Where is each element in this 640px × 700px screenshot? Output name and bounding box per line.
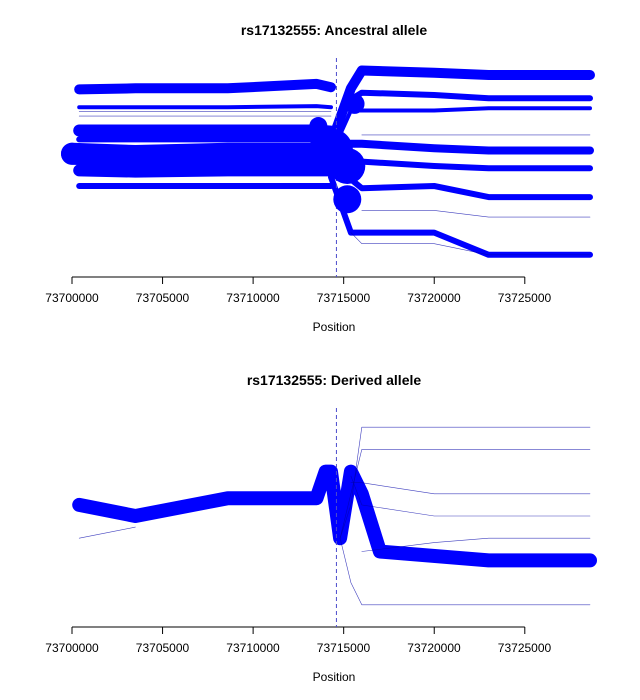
ancestral-allele-panel: rs17132555: Ancestral allele Position 73…	[45, 22, 595, 334]
x-axis-label: Position	[313, 670, 356, 684]
haplotype-node	[61, 142, 83, 165]
derived-allele-panel: rs17132555: Derived allele Position 7370…	[45, 372, 597, 684]
x-tick-label: 73715000	[317, 291, 371, 305]
series-line	[361, 537, 591, 552]
series-line	[339, 537, 591, 606]
x-tick-label: 73700000	[45, 291, 99, 305]
x-tick-label: 73715000	[317, 641, 371, 655]
series-line	[347, 176, 593, 201]
series-line	[73, 124, 337, 138]
x-tick-label: 73700000	[45, 641, 99, 655]
series-line	[350, 475, 591, 517]
series-line	[329, 106, 592, 157]
series-line	[361, 210, 591, 218]
series-line	[74, 78, 336, 95]
series-line	[72, 464, 597, 568]
x-tick-label: 73725000	[498, 641, 552, 655]
series-line	[339, 426, 591, 539]
x-tick-label: 73725000	[498, 291, 552, 305]
haplotype-node	[309, 117, 328, 136]
chart-title: rs17132555: Derived allele	[247, 372, 422, 388]
series-line	[346, 139, 594, 155]
x-axis-label: Position	[313, 320, 356, 334]
chart-title: rs17132555: Ancestral allele	[241, 22, 427, 38]
x-tick-label: 73710000	[226, 641, 280, 655]
series-line	[350, 482, 591, 495]
series-line	[61, 142, 342, 167]
series-line	[347, 89, 593, 103]
series-line	[339, 449, 591, 539]
series-line	[77, 104, 333, 110]
series-line	[73, 164, 337, 178]
haplotype-node	[344, 93, 365, 114]
x-tick-label: 73705000	[136, 291, 190, 305]
series-line	[76, 135, 334, 143]
haplotype-node	[333, 185, 362, 214]
series-line	[78, 526, 136, 539]
series-line	[350, 232, 591, 256]
x-tick-label: 73720000	[407, 291, 461, 305]
haplotype-node	[329, 148, 366, 184]
x-tick-label: 73720000	[407, 641, 461, 655]
series-line	[347, 158, 593, 172]
x-tick-label: 73710000	[226, 291, 280, 305]
x-tick-label: 73705000	[136, 641, 190, 655]
